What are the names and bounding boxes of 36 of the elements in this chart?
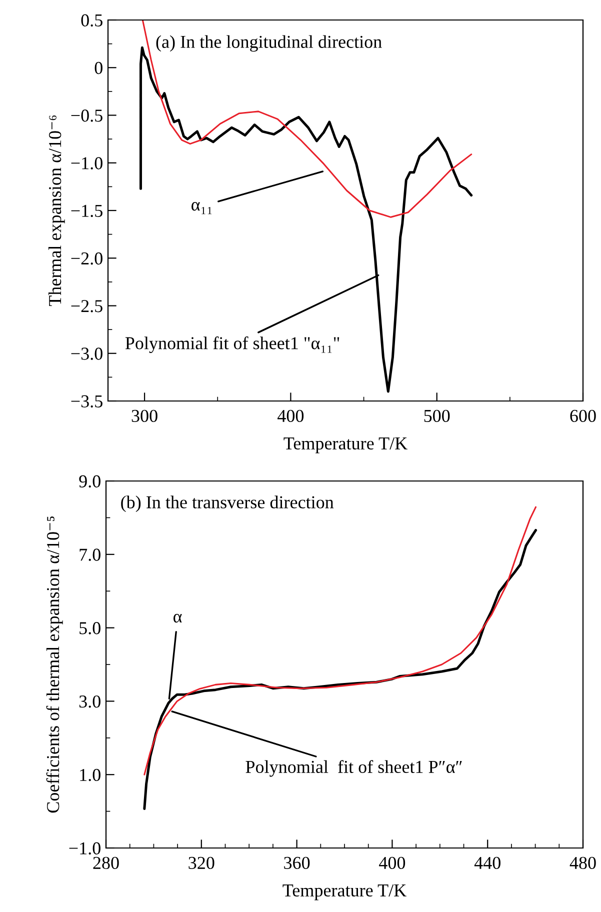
text: (b) In the transverse direction xyxy=(121,496,334,512)
x-tick-label: 500 xyxy=(424,410,450,422)
y-axis-title: Thermal expansion α/10⁻⁶ xyxy=(48,115,65,306)
x-tick-label: 600 xyxy=(570,410,596,422)
x-tick-label: 320 xyxy=(188,856,214,870)
y-tick-label: −1.0 xyxy=(71,157,102,170)
y-tick-label: −2.5 xyxy=(71,300,102,312)
x-tick-label: 280 xyxy=(93,856,119,870)
y-tick-label: 0 xyxy=(94,62,102,74)
x-axis-title: Temperature T/K xyxy=(284,437,408,454)
annotation: α₁₁ xyxy=(192,202,212,214)
annotation: α xyxy=(173,614,182,623)
x-tick-label: 440 xyxy=(474,856,500,870)
y-tick-label: −1.0 xyxy=(69,842,100,855)
x-tick-label: 300 xyxy=(132,410,158,422)
y-tick-label: 7.0 xyxy=(80,548,100,561)
y-tick-label: −3.5 xyxy=(71,395,102,408)
y-tick-label: −1.5 xyxy=(71,204,102,218)
y-tick-label: −3.0 xyxy=(71,348,102,360)
y-tick-label: 1.0 xyxy=(80,768,100,782)
y-tick-label: 3.0 xyxy=(79,695,100,708)
text: (a) In the longitudinal direction xyxy=(156,35,382,52)
x-tick-label: 360 xyxy=(284,856,310,870)
x-tick-label: 400 xyxy=(379,856,406,870)
y-axis-title: Coefficients of thermal expansion α/10⁻⁵ xyxy=(46,516,63,813)
line-series xyxy=(142,20,472,218)
x-tick-label: 480 xyxy=(570,856,596,870)
y-tick-label: 9.0 xyxy=(79,475,100,488)
x-axis-title: Temperature T/K xyxy=(282,884,406,900)
y-tick-label: 0.5 xyxy=(81,14,102,27)
annotation: Polynomial fit of sheet1 P″α″ xyxy=(246,760,462,777)
y-tick-label: −0.5 xyxy=(71,110,102,122)
y-tick-label: 5.0 xyxy=(80,622,100,634)
x-tick-label: 400 xyxy=(278,410,304,422)
y-tick-label: −2.0 xyxy=(71,252,102,265)
annotation: Polynomial fit of sheet1 "α₁₁" xyxy=(125,336,340,354)
